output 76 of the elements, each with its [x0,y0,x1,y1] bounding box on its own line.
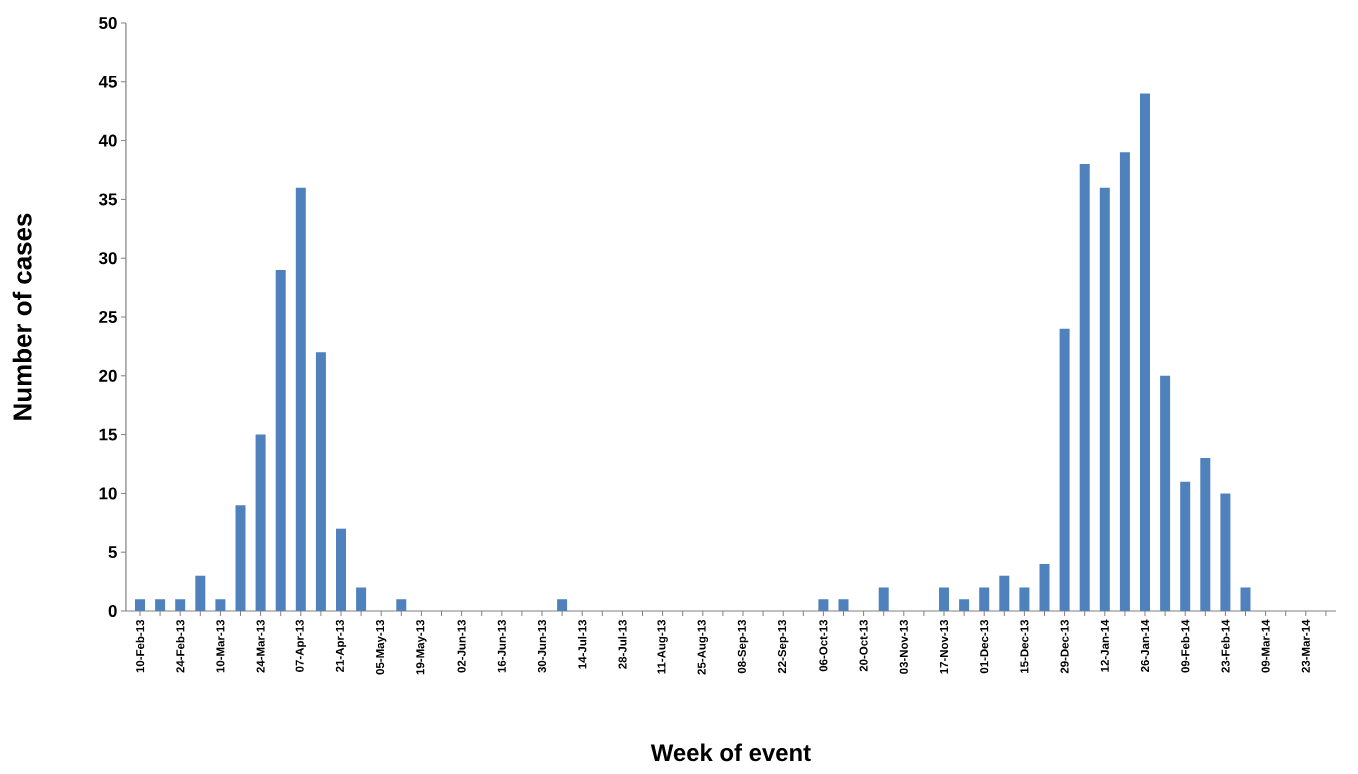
x-tick-label: 02-Jun-13 [457,619,466,673]
bar [959,599,970,611]
bar [1180,481,1191,611]
x-tick-label: 28-Jul-13 [618,619,627,669]
y-tick-label: 0 [108,605,117,617]
bar [557,599,568,611]
x-tick-label: 08-Sep-13 [737,619,749,674]
bar [336,528,346,611]
bar [315,352,326,611]
bar [1240,587,1251,611]
bar [939,587,949,611]
x-tick-label: 09-Mar-14 [1261,619,1270,673]
x-tick-label: 30-Jun-13 [537,619,547,673]
bar [356,587,367,611]
bar [1200,458,1211,611]
y-tick-label: 50 [99,17,117,29]
bar [818,599,829,611]
bar [838,599,849,611]
x-axis-title: Week of event [650,743,811,762]
x-tick-label: 07-Apr-13 [295,619,306,672]
x-tick-label: 23-Feb-14 [1221,619,1230,673]
x-tick-label: 17-Nov-13 [939,619,949,674]
bar [1079,164,1090,611]
bar [195,575,206,611]
x-tick-label: 05-May-13 [376,619,387,675]
bar [1039,563,1050,611]
x-tick-label: 24-Feb-13 [175,619,185,673]
bar [396,599,407,611]
x-tick-label: 24-Mar-13 [256,619,265,673]
x-tick-label: 06-Oct-13 [819,619,828,672]
bar [1140,93,1150,611]
y-tick-label: 40 [98,134,117,147]
bar [878,587,889,611]
bar [275,269,286,611]
bar [1059,328,1070,611]
x-tick-label: 26-Jan-14 [1140,619,1150,672]
x-tick-label: 20-Oct-13 [859,619,868,672]
bar [1019,587,1030,611]
bar [979,587,990,611]
y-tick-label: 35 [98,193,117,206]
x-tick-label: 09-Feb-14 [1181,619,1190,673]
y-tick-label: 10 [99,487,117,500]
bar [1220,493,1231,611]
bar [135,599,145,611]
bar [155,599,166,611]
bar [215,599,226,611]
x-tick-label: 01-Dec-13 [980,619,989,674]
y-tick-label: 25 [99,311,117,323]
x-tick-label: 23-Mar-14 [1301,619,1310,673]
y-tick-label: 20 [99,369,117,382]
bar [1119,152,1130,611]
bar [1160,375,1171,611]
bar [175,599,186,611]
x-tick-label: 15-Dec-13 [1020,619,1029,673]
x-tick-label: 11-Aug-13 [657,619,668,674]
bar [255,434,266,611]
bar [235,505,246,611]
y-tick-label: 45 [98,75,117,88]
bar [999,575,1010,611]
y-tick-label: 30 [98,252,117,265]
bar [1099,187,1110,611]
x-tick-label: 10-Feb-13 [135,619,145,673]
y-axis-title: Number of cases [12,213,32,420]
x-tick-label: 14-Jul-13 [577,619,587,669]
y-tick-label: 15 [99,428,117,441]
y-tick-label: 5 [108,546,117,559]
bar [295,187,306,611]
x-tick-label: 22-Sep-13 [778,619,789,674]
x-tick-label: 16-Jun-13 [497,619,506,673]
x-tick-label: 03-Nov-13 [899,619,908,674]
x-tick-label: 19-May-13 [416,619,427,675]
x-tick-label: 21-Apr-13 [335,619,347,672]
x-tick-label: 25-Aug-13 [697,619,709,675]
x-tick-label: 10-Mar-13 [216,619,225,673]
x-tick-label: 12-Jan-14 [1100,619,1109,672]
x-tick-label: 29-Dec-13 [1060,619,1069,674]
